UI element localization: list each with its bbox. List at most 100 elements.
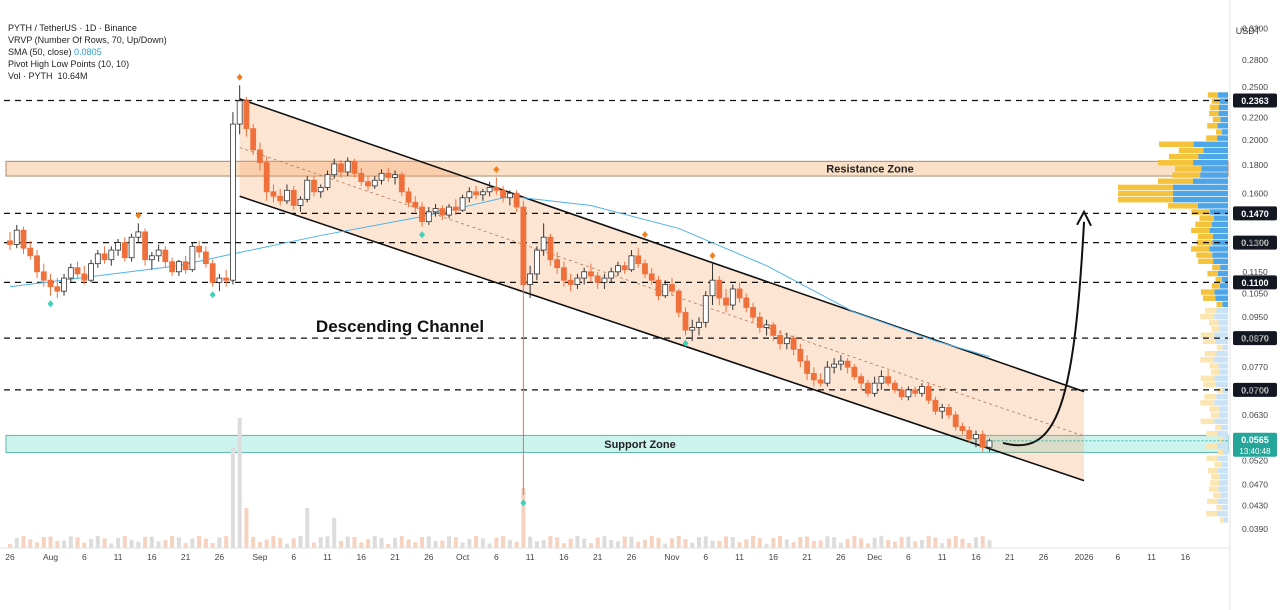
- candle[interactable]: [885, 370, 892, 387]
- candle[interactable]: [13, 225, 20, 249]
- candle[interactable]: [47, 273, 54, 296]
- candle[interactable]: [419, 202, 425, 227]
- candle[interactable]: [979, 430, 986, 452]
- candle[interactable]: [121, 237, 128, 262]
- candle[interactable]: [831, 358, 838, 374]
- candle[interactable]: [892, 379, 898, 394]
- candle[interactable]: [338, 160, 344, 178]
- candle[interactable]: [175, 259, 182, 276]
- candle[interactable]: [432, 203, 439, 217]
- candle[interactable]: [162, 246, 169, 268]
- candle[interactable]: [608, 267, 615, 283]
- candle[interactable]: [696, 317, 702, 336]
- candle[interactable]: [257, 142, 263, 171]
- candle[interactable]: [202, 246, 209, 268]
- candle[interactable]: [783, 332, 790, 350]
- candle[interactable]: [810, 367, 817, 387]
- candle[interactable]: [797, 343, 804, 368]
- candle[interactable]: [284, 184, 290, 204]
- candle[interactable]: [378, 169, 385, 185]
- candle[interactable]: [871, 376, 878, 397]
- candle[interactable]: [729, 284, 736, 310]
- candle[interactable]: [932, 396, 939, 415]
- candle[interactable]: [662, 280, 669, 299]
- candle[interactable]: [763, 319, 770, 336]
- candle[interactable]: [405, 187, 412, 208]
- candle[interactable]: [40, 263, 47, 287]
- candle[interactable]: [669, 278, 675, 296]
- candle[interactable]: [743, 293, 750, 313]
- candle[interactable]: [446, 203, 452, 219]
- candle[interactable]: [243, 96, 250, 137]
- candle[interactable]: [851, 364, 858, 380]
- candle[interactable]: [263, 156, 270, 201]
- candle[interactable]: [392, 170, 398, 185]
- candle[interactable]: [67, 263, 74, 283]
- candle[interactable]: [196, 240, 203, 258]
- candle[interactable]: [581, 267, 588, 285]
- candle[interactable]: [919, 383, 925, 397]
- candle[interactable]: [439, 205, 446, 220]
- candle[interactable]: [81, 265, 88, 285]
- candle[interactable]: [966, 426, 973, 443]
- candle[interactable]: [500, 185, 507, 203]
- candle[interactable]: [567, 273, 574, 292]
- candle[interactable]: [297, 196, 304, 212]
- candle[interactable]: [615, 261, 621, 276]
- candle[interactable]: [588, 263, 594, 283]
- currency-label[interactable]: USDT: [1236, 26, 1261, 36]
- candle[interactable]: [54, 278, 61, 299]
- candle[interactable]: [898, 386, 905, 401]
- candle[interactable]: [94, 250, 101, 268]
- candle[interactable]: [108, 246, 115, 266]
- candle[interactable]: [635, 248, 642, 268]
- candle[interactable]: [135, 223, 142, 243]
- candle[interactable]: [324, 170, 331, 191]
- candle[interactable]: [554, 251, 561, 274]
- candle[interactable]: [128, 233, 135, 262]
- candle[interactable]: [459, 194, 466, 212]
- candle[interactable]: [486, 181, 493, 197]
- candle[interactable]: [371, 176, 378, 189]
- candle[interactable]: [628, 250, 635, 272]
- candle[interactable]: [804, 355, 810, 380]
- candle[interactable]: [34, 250, 40, 279]
- sma-line[interactable]: [9, 195, 990, 358]
- candle[interactable]: [925, 383, 932, 404]
- candle[interactable]: [311, 176, 317, 197]
- candle[interactable]: [547, 233, 554, 266]
- candle[interactable]: [331, 158, 338, 179]
- candle[interactable]: [959, 422, 966, 435]
- candle[interactable]: [270, 184, 277, 203]
- candle[interactable]: [756, 312, 763, 333]
- candle[interactable]: [358, 167, 365, 186]
- candle[interactable]: [398, 171, 405, 197]
- channel-lower-line[interactable]: [239, 195, 1085, 482]
- candle[interactable]: [682, 307, 689, 336]
- candle[interactable]: [689, 319, 696, 341]
- candle[interactable]: [365, 176, 371, 191]
- candle[interactable]: [344, 157, 351, 177]
- candle[interactable]: [216, 273, 223, 292]
- candle[interactable]: [817, 373, 824, 387]
- candle[interactable]: [506, 190, 513, 206]
- candle[interactable]: [169, 257, 176, 276]
- candle[interactable]: [864, 379, 871, 397]
- candle[interactable]: [304, 176, 311, 203]
- candle[interactable]: [317, 184, 324, 198]
- candle[interactable]: [412, 196, 419, 212]
- candle[interactable]: [905, 386, 912, 401]
- candle[interactable]: [912, 386, 919, 397]
- candle[interactable]: [824, 361, 831, 387]
- candle[interactable]: [61, 273, 67, 296]
- candle[interactable]: [230, 112, 236, 285]
- candle[interactable]: [148, 251, 155, 270]
- candle[interactable]: [533, 246, 540, 281]
- candle[interactable]: [27, 240, 34, 260]
- candle[interactable]: [209, 259, 216, 287]
- candle[interactable]: [540, 223, 547, 256]
- candle[interactable]: [527, 265, 534, 299]
- candle[interactable]: [561, 261, 567, 287]
- candle[interactable]: [7, 231, 13, 251]
